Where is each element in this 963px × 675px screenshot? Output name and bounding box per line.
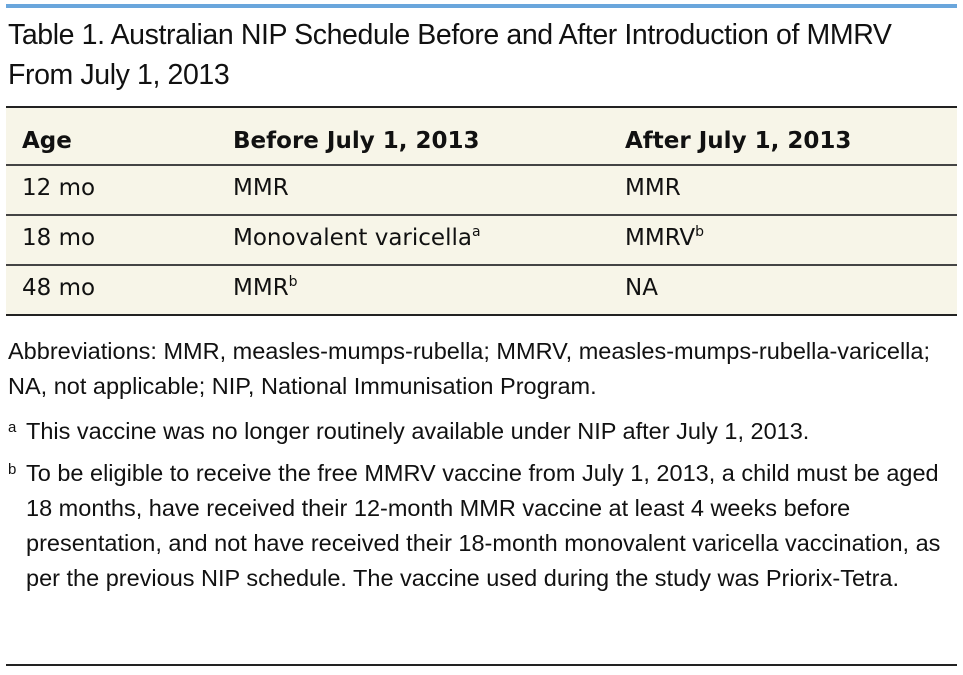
before-cell-text: Monovalent varicella <box>233 225 472 251</box>
header-after: After July 1, 2013 <box>625 128 852 154</box>
table-notes: Abbreviations: MMR, measles-mumps-rubell… <box>8 334 958 603</box>
before-cell: Monovalent varicellaa <box>233 225 481 251</box>
table-row: 48 mo MMRb NA <box>6 264 957 314</box>
footnote-ref-b: b <box>695 224 705 240</box>
age-cell: 18 mo <box>22 225 96 251</box>
before-cell-text: MMR <box>233 275 289 301</box>
before-cell: MMR <box>233 175 289 201</box>
table-row: 12 mo MMR MMR <box>6 164 957 214</box>
bottom-rule <box>6 664 957 666</box>
after-cell: MMR <box>625 175 681 201</box>
age-cell: 48 mo <box>22 275 96 301</box>
table-row: 18 mo Monovalent varicellaa MMRVb <box>6 214 957 264</box>
footnote-a: a This vaccine was no longer routinely a… <box>8 414 958 449</box>
top-accent-rule <box>6 4 957 8</box>
age-cell: 12 mo <box>22 175 96 201</box>
footnote-text-a: This vaccine was no longer routinely ava… <box>26 418 810 444</box>
after-cell-text: MMRV <box>625 225 696 251</box>
footnote-ref-b: b <box>288 274 298 290</box>
after-cell-text: MMR <box>625 175 681 201</box>
after-cell: MMRVb <box>625 225 704 251</box>
footnote-mark-b: b <box>8 461 17 478</box>
footnote-ref-a: a <box>471 224 481 240</box>
header-age: Age <box>22 128 72 154</box>
footnote-mark-a: a <box>8 419 17 436</box>
before-cell-text: MMR <box>233 175 289 201</box>
after-cell: NA <box>625 275 658 301</box>
abbreviations-note: Abbreviations: MMR, measles-mumps-rubell… <box>8 338 930 399</box>
footnote-b: b To be eligible to receive the free MMR… <box>8 456 958 596</box>
footnote-text-b: To be eligible to receive the free MMRV … <box>26 460 941 591</box>
table-title: Table 1. Australian NIP Schedule Before … <box>8 19 892 91</box>
after-cell-text: NA <box>625 275 658 301</box>
before-cell: MMRb <box>233 275 298 301</box>
schedule-table: Age Before July 1, 2013 After July 1, 20… <box>6 106 957 316</box>
header-before: Before July 1, 2013 <box>233 128 480 154</box>
table-header-row: Age Before July 1, 2013 After July 1, 20… <box>6 108 957 164</box>
